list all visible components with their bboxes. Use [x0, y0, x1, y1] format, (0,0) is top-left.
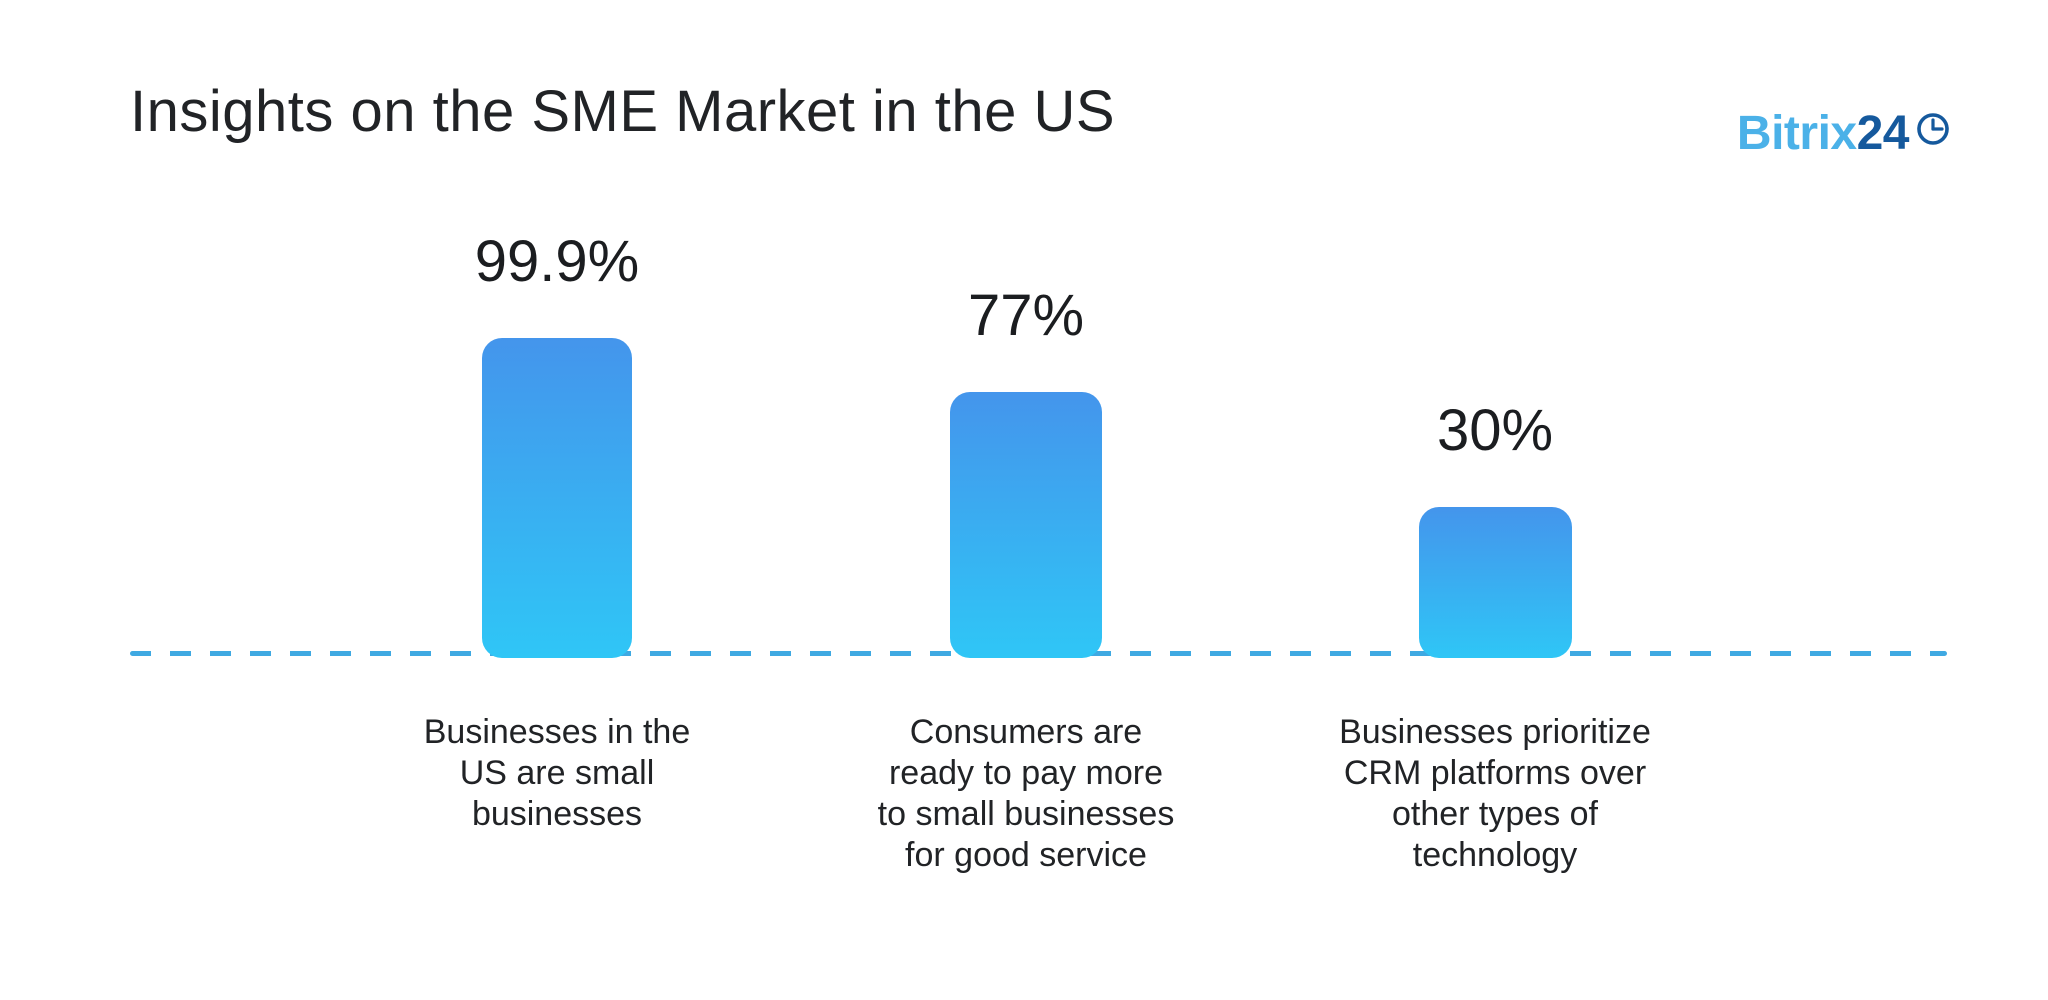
bar-value-label: 77% [967, 283, 1085, 348]
logo-text-24: 24 [1856, 107, 1910, 160]
clock-icon [1916, 103, 1950, 158]
page-title: Insights on the SME Market in the US [130, 79, 1116, 144]
bar-value-label: 30% [1436, 398, 1554, 463]
bar-crm-priority [1419, 507, 1572, 658]
bar-pay-more [950, 392, 1102, 658]
bar-caption: Businesses in the US are small businesse… [423, 713, 691, 833]
bar-value-label: 99.9% [474, 229, 640, 294]
bar-caption: Consumers are ready to pay more to small… [877, 713, 1175, 874]
logo-text-bitrix: Bitrix [1736, 107, 1857, 160]
bar-caption: Businesses prioritize CRM platforms over… [1339, 713, 1651, 874]
bar-small-businesses [482, 338, 632, 658]
bitrix24-logo: Bitrix 24 [1737, 106, 1950, 161]
